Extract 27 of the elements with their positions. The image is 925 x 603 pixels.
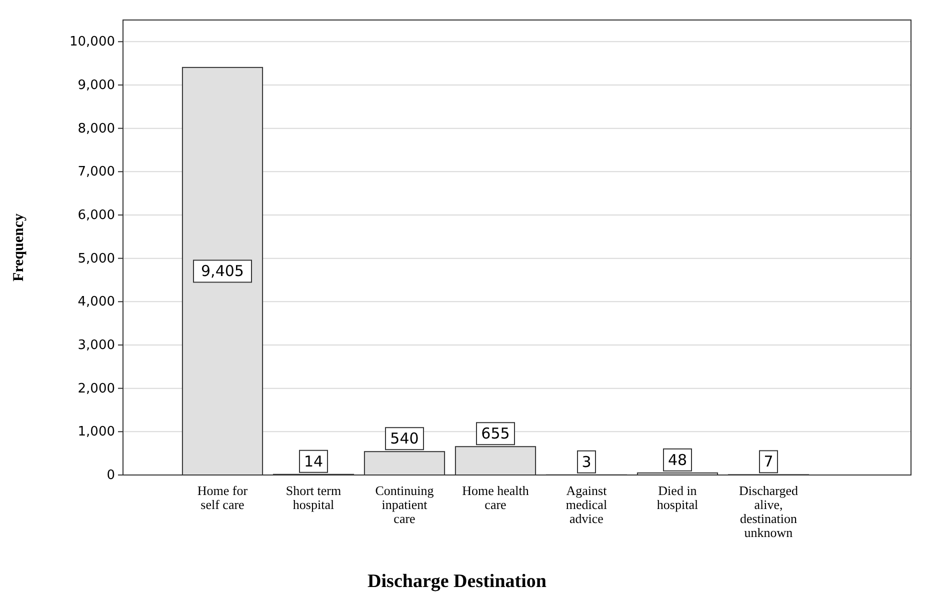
x-tick-label: Discharged alive, destination unknown	[739, 483, 798, 540]
y-tick-label: 10,000	[70, 34, 115, 50]
x-tick-label: Against medical advice	[566, 483, 608, 526]
x-tick-label: Died in hospital	[656, 483, 698, 512]
x-tick-label: Home for self care	[197, 483, 248, 512]
y-tick-label: 6,000	[78, 208, 115, 223]
y-tick-label: 8,000	[78, 121, 115, 136]
y-tick-label: 4,000	[78, 294, 115, 310]
data-label: 540	[390, 430, 419, 448]
y-tick-label: 2,000	[78, 381, 115, 396]
data-label: 655	[481, 424, 510, 443]
y-tick-label: 0	[106, 468, 115, 483]
data-label: 14	[304, 452, 324, 470]
y-tick-label: 3,000	[78, 338, 115, 353]
data-label: 3	[582, 452, 592, 471]
y-tick-label: 1,000	[78, 424, 115, 440]
y-axis-title: Frequency	[11, 212, 27, 282]
data-label: 9,405	[201, 262, 244, 280]
x-tick-label: Short term hospital	[286, 483, 342, 512]
y-tick-label: 9,000	[78, 78, 115, 93]
y-tick-label: 7,000	[78, 164, 115, 180]
x-tick-label: Continuing inpatient care	[375, 483, 434, 526]
x-tick-label: Home health care	[462, 483, 530, 512]
x-axis-title: Discharge Destination	[368, 571, 547, 592]
y-tick-label: 5,000	[78, 251, 115, 266]
data-label: 7	[764, 452, 774, 471]
data-label: 48	[668, 450, 688, 469]
